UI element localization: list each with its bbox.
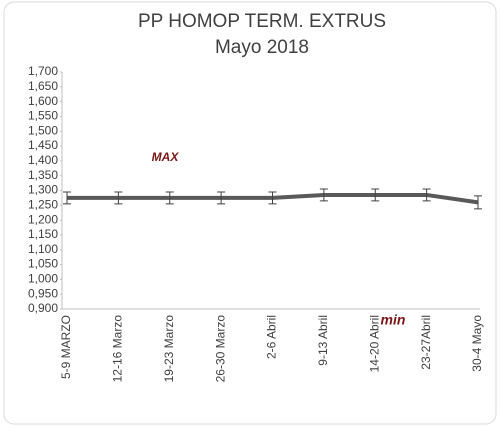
annotation: MAX [152,150,180,164]
chart-border [3,1,497,425]
y-tick-label: 1,200 [28,212,58,226]
error-bar [217,191,226,205]
y-tick-label: 1,250 [28,197,58,211]
error-bar [165,191,174,205]
x-tick-label: 12-16 Marzo [111,315,125,383]
y-tick-label: 1,400 [28,153,58,167]
y-tick-label: 1,300 [28,183,58,197]
x-tick-label: 14-20 Abril [367,315,381,372]
y-tick-label: 0,950 [28,286,58,300]
error-bar [63,191,71,205]
chart-title: PP HOMOP TERM. EXTRUS [138,11,386,32]
y-tick-label: 1,100 [28,242,58,256]
x-tick-label: 19-23 Marzo [162,315,176,383]
y-tick-label: 1,500 [28,123,58,137]
chart-subtitle: Mayo 2018 [215,37,309,58]
x-tick-label: 5-9 MARZO [59,315,73,379]
y-tick-label: 1,000 [28,272,58,286]
x-tick-label: 9-13 Abril [316,315,330,366]
error-bar [268,191,277,205]
x-tick-label: 2-6 Abril [265,315,279,359]
y-tick-label: 1,450 [28,138,58,152]
y-tick-label: 1,650 [28,79,58,93]
y-tick-label: 1,150 [28,227,58,241]
x-tick-label: 26-30 Marzo [213,315,227,383]
error-bar [371,188,380,202]
y-tick-label: 1,050 [28,257,58,271]
y-tick-label: 1,350 [28,168,58,182]
y-tick-label: 1,600 [28,94,58,108]
y-tick-label: 1,700 [28,64,58,78]
y-tick-label: 1,550 [28,109,58,123]
x-tick-label: 23-27Abril [419,315,433,370]
y-tick-label: 0,900 [28,301,58,315]
error-bar [114,191,123,205]
error-bar [422,188,431,202]
annotation: min [381,312,406,328]
x-tick-label: 30-4 Mayo [470,315,484,372]
error-bar [474,195,482,210]
error-bar [319,188,328,202]
